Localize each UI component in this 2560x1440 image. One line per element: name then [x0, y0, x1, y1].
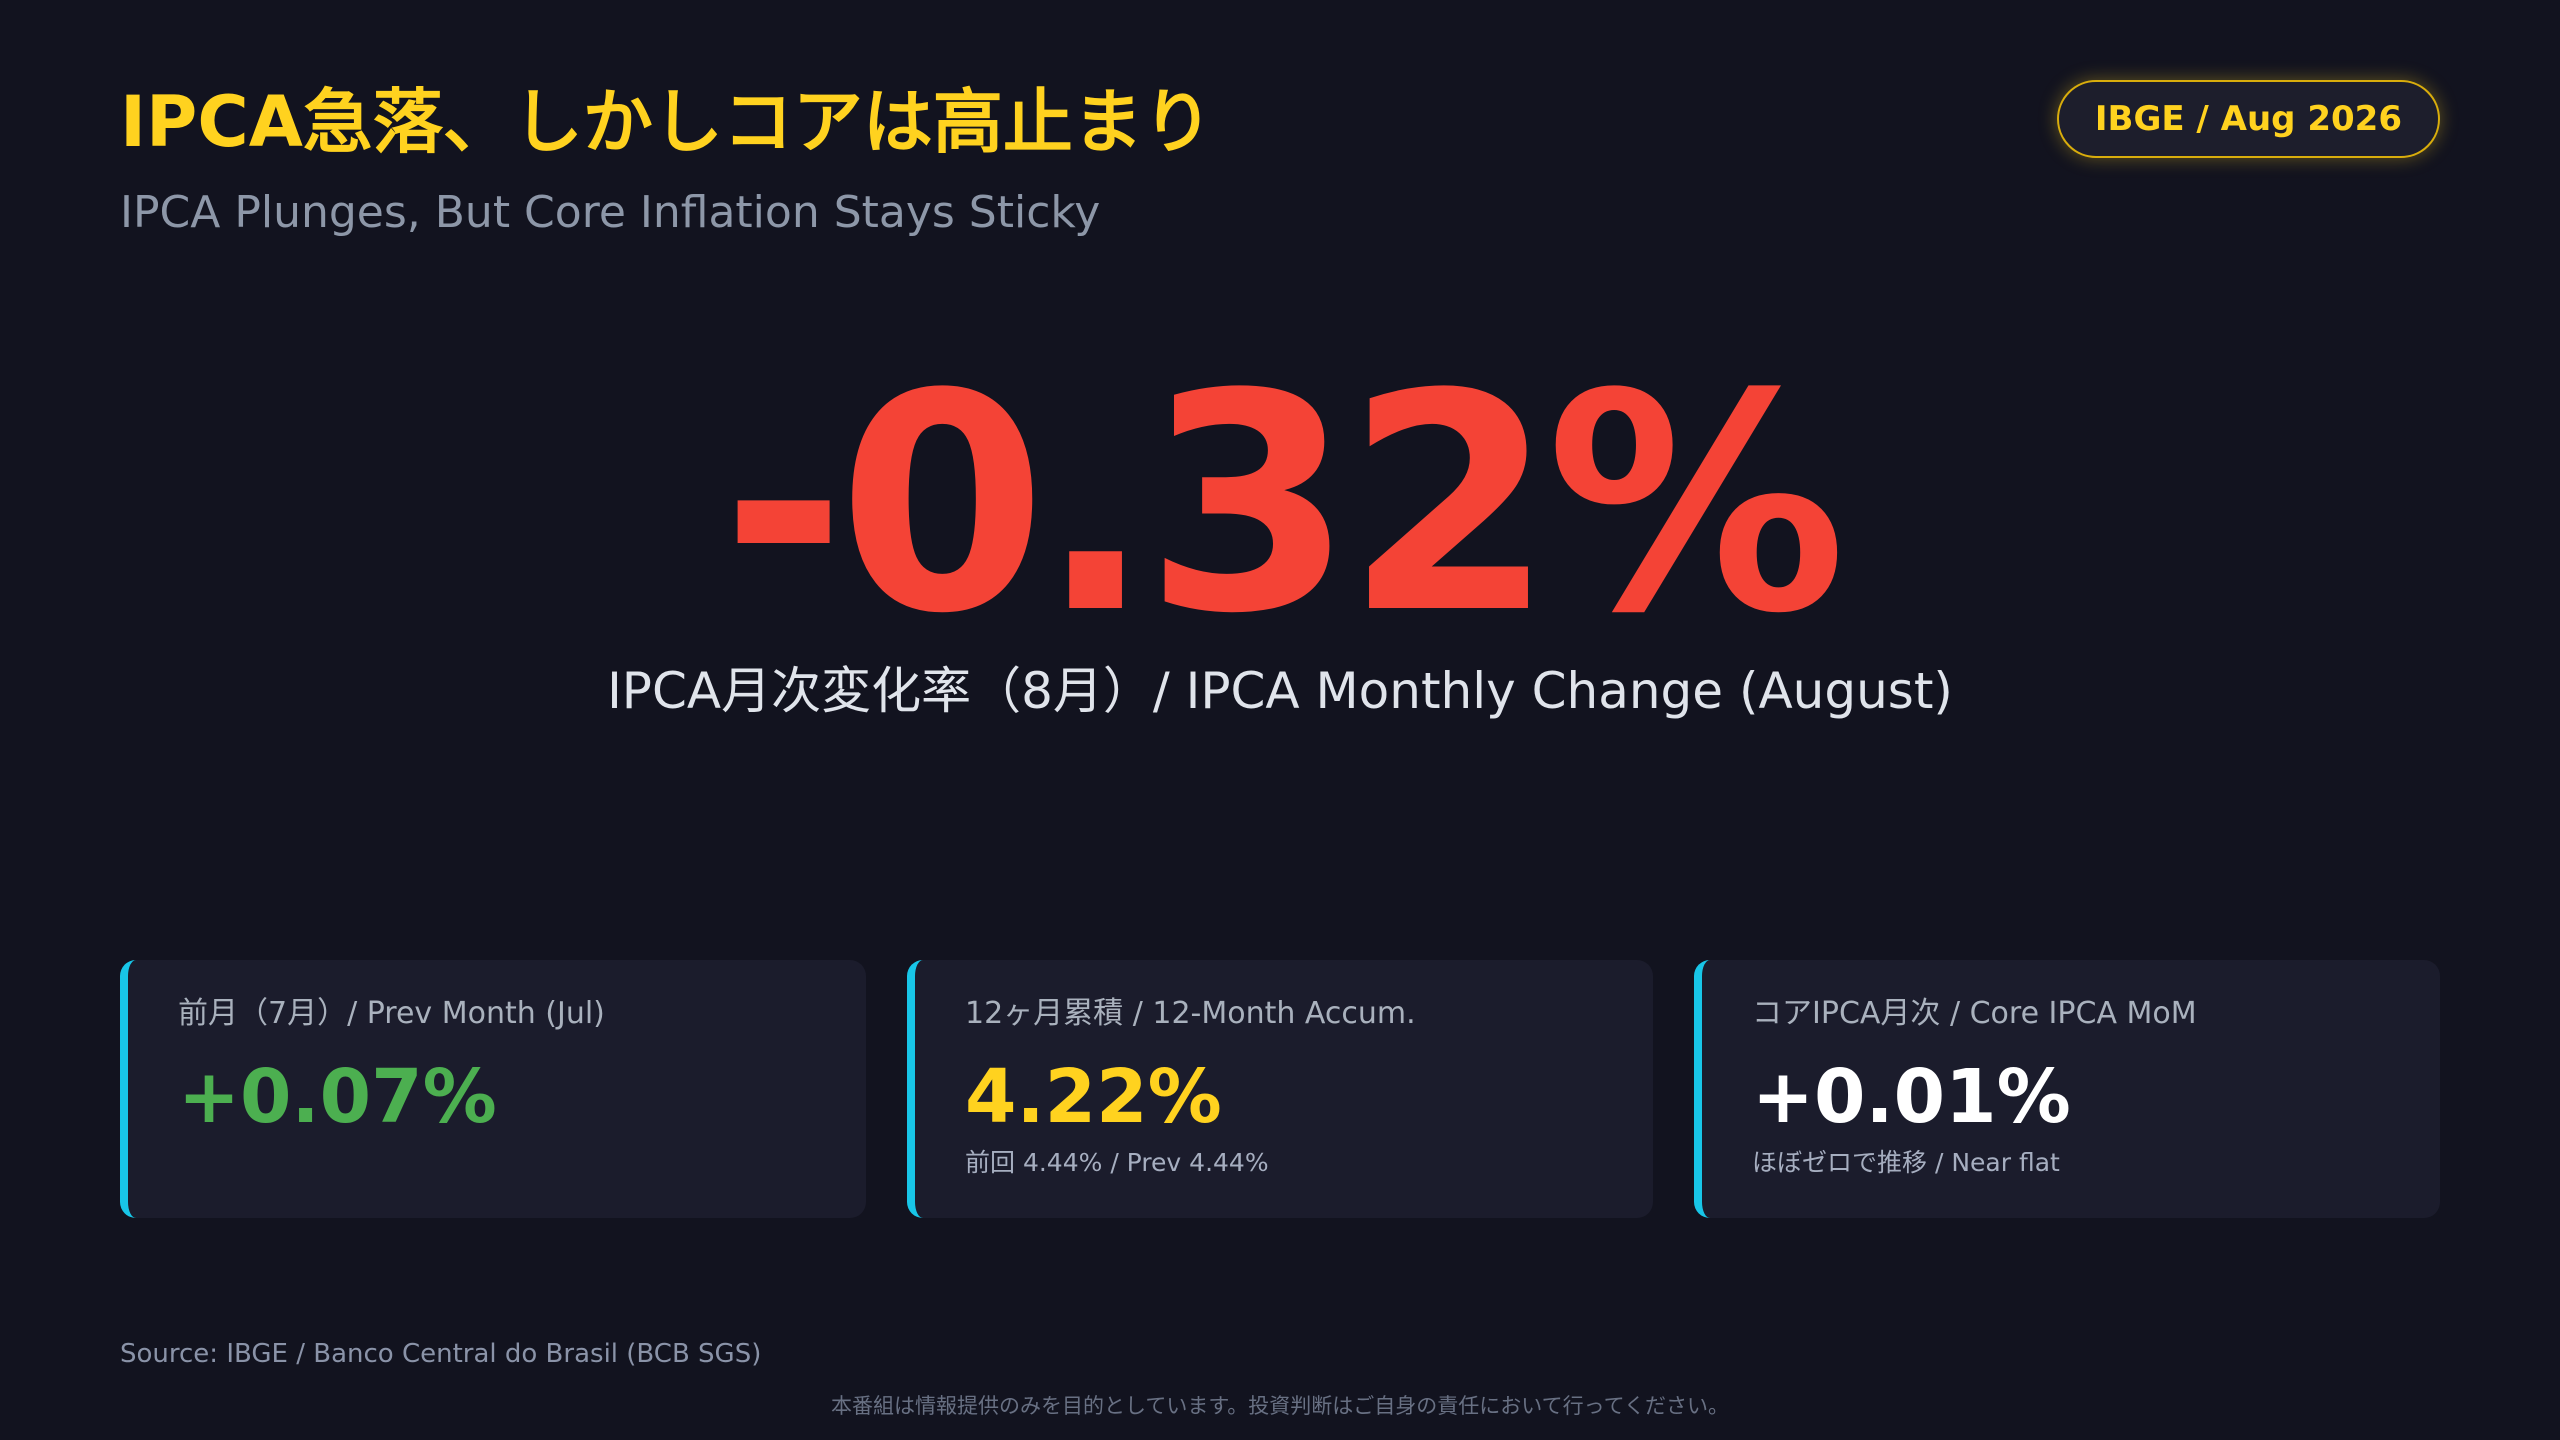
disclaimer: 本番組は情報提供のみを目的としています。投資判断はご自身の責任において行ってくだ… — [831, 1394, 1729, 1418]
twelve-month-accum-label: 12ヶ月累積 / 12-Month Accum. — [965, 996, 1416, 1031]
twelve-month-accum-value: 4.22% — [965, 1054, 1222, 1140]
previous-month-label: 前月（7月）/ Prev Month (Jul) — [178, 996, 605, 1031]
previous-month-value: +0.07% — [178, 1054, 497, 1140]
core-ipca-value: +0.01% — [1752, 1054, 2071, 1140]
twelve-month-accum-note: 前回 4.44% / Prev 4.44% — [965, 1148, 1269, 1177]
page-subtitle: IPCA Plunges, But Core Inflation Stays S… — [120, 187, 1101, 238]
core-ipca-note: ほぼゼロで推移 / Near flat — [1752, 1148, 2060, 1177]
source-date-badge: IBGE / Aug 2026 — [2056, 80, 2440, 158]
ipca-monthly-change-value: -0.32% — [721, 330, 1846, 679]
page-title: IPCA急落、しかしコアは高止まり — [120, 81, 1213, 163]
core-ipca-label: コアIPCA月次 / Core IPCA MoM — [1752, 996, 2197, 1031]
twelve-month-accum-card: 12ヶ月累積 / 12-Month Accum. 4.22% 前回 4.44% … — [907, 960, 1653, 1218]
core-ipca-card: コアIPCA月次 / Core IPCA MoM +0.01% ほぼゼロで推移 … — [1694, 960, 2440, 1218]
data-source: Source: IBGE / Banco Central do Brasil (… — [120, 1339, 762, 1369]
ipca-monthly-change-label: IPCA月次変化率（8月）/ IPCA Monthly Change (Augu… — [607, 662, 1953, 720]
previous-month-card: 前月（7月）/ Prev Month (Jul) +0.07% — [120, 960, 866, 1218]
